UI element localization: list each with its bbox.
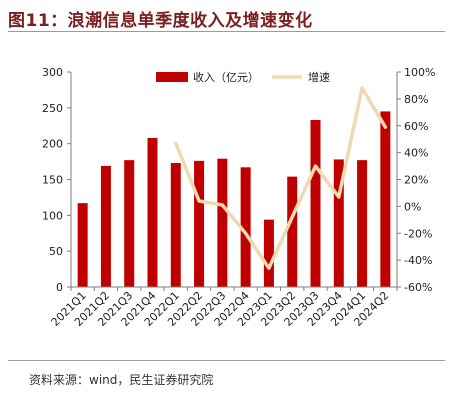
left-tick-label: 200	[42, 138, 63, 151]
right-tick-label: -20%	[404, 227, 432, 240]
right-tick-label: 20%	[404, 174, 428, 187]
right-tick-label: 100%	[404, 66, 435, 79]
title-divider	[8, 31, 445, 32]
right-tick-label: 40%	[404, 147, 428, 160]
right-tick-label: -40%	[404, 254, 432, 267]
legend-revenue-label: 收入（亿元）	[193, 70, 259, 84]
right-tick-label: 0%	[404, 200, 421, 213]
source-note: 资料来源：wind，民生证券研究院	[29, 373, 214, 387]
revenue-bar-2021Q3	[124, 160, 135, 287]
left-tick-label: 50	[49, 245, 63, 258]
bars-group	[77, 111, 391, 288]
figure-title: 图11：浪潮信息单季度收入及增速变化	[8, 11, 313, 31]
right-tick-label: 60%	[404, 120, 428, 133]
left-tick-label: 100	[42, 209, 63, 222]
footer-divider	[8, 360, 445, 361]
left-tick-label: 150	[42, 174, 63, 187]
revenue-bar-2024Q1	[357, 160, 368, 287]
revenue-bar-2022Q3	[217, 158, 228, 287]
chart: 0 50 100 150 200 250 300 -60% -40% -20% 0% 20% 40% 60…	[42, 66, 435, 329]
right-tick-label: -60%	[404, 281, 432, 294]
left-tick-label: 300	[42, 66, 63, 79]
revenue-bar-2022Q4	[240, 167, 251, 287]
left-tick-label: 0	[56, 281, 63, 294]
legend: 收入（亿元） 增速	[156, 70, 330, 84]
revenue-bar-2022Q2	[194, 160, 205, 287]
revenue-bar-2023Q4	[333, 159, 344, 287]
revenue-bar-2023Q3	[310, 120, 321, 288]
growth-line-group	[174, 86, 388, 270]
revenue-bar-2022Q1	[170, 163, 181, 287]
growth-line	[174, 86, 388, 270]
legend-revenue-swatch	[156, 72, 188, 82]
revenue-bar-2023Q2	[287, 176, 298, 287]
revenue-bar-2021Q2	[100, 165, 111, 287]
revenue-bar-2024Q2	[380, 111, 391, 288]
right-tick-label: 80%	[404, 93, 428, 106]
revenue-bar-2021Q1	[77, 203, 88, 287]
revenue-bar-2021Q4	[147, 137, 158, 287]
legend-growth-label: 增速	[308, 70, 330, 84]
left-tick-label: 250	[42, 102, 63, 115]
revenue-bar-2023Q1	[263, 219, 274, 287]
